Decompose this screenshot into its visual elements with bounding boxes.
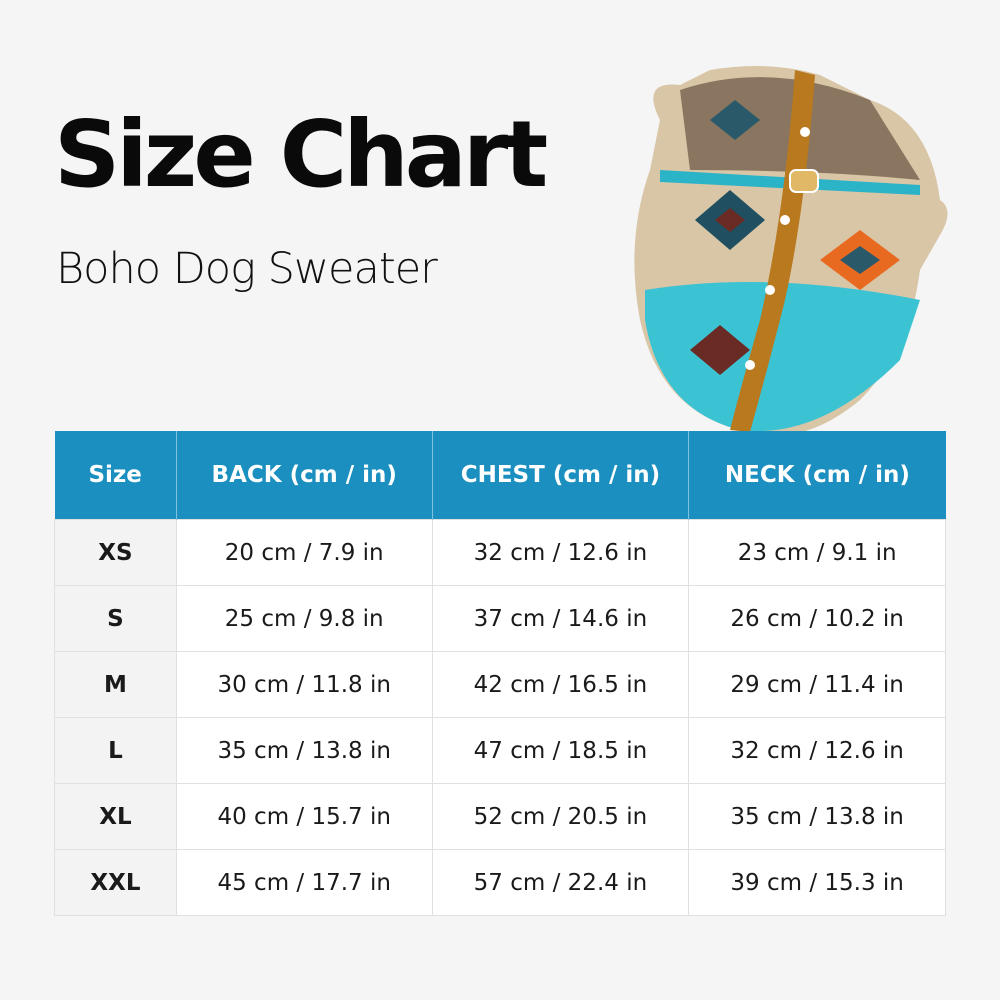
cell-neck: 39 cm / 15.3 in: [688, 849, 946, 916]
size-table: Size BACK (cm / in) CHEST (cm / in) NECK…: [54, 431, 946, 916]
cell-chest: 57 cm / 22.4 in: [431, 849, 690, 916]
cell-neck: 29 cm / 11.4 in: [688, 651, 946, 718]
table-row: S 25 cm / 9.8 in 37 cm / 14.6 in 26 cm / 10…: [54, 585, 946, 652]
column-header-size: Size: [54, 431, 177, 520]
cell-size: M: [54, 651, 177, 718]
cell-size: S: [54, 585, 177, 652]
cell-neck: 26 cm / 10.2 in: [688, 585, 946, 652]
cell-neck: 23 cm / 9.1 in: [688, 519, 946, 586]
table-row: L 35 cm / 13.8 in 47 cm / 18.5 in 32 cm / 1…: [54, 717, 946, 784]
cell-chest: 32 cm / 12.6 in: [431, 519, 690, 586]
cell-back: 45 cm / 17.7 in: [175, 849, 433, 916]
page-subtitle: Boho Dog Sweater: [56, 244, 438, 294]
page-title: Size Chart: [54, 101, 548, 208]
column-header-back: BACK (cm / in): [176, 431, 433, 520]
table-row: XL 40 cm / 15.7 in 52 cm / 20.5 in 35 cm / …: [54, 783, 946, 850]
dog-sweater-image: [634, 66, 948, 436]
cell-back: 20 cm / 7.9 in: [175, 519, 433, 586]
cell-back: 30 cm / 11.8 in: [175, 651, 433, 718]
column-header-chest: CHEST (cm / in): [432, 431, 690, 520]
table-header-row: Size BACK (cm / in) CHEST (cm / in) NECK…: [54, 431, 946, 520]
cell-chest: 47 cm / 18.5 in: [431, 717, 690, 784]
cell-back: 25 cm / 9.8 in: [175, 585, 433, 652]
table-row: XXL 45 cm / 17.7 in 57 cm / 22.4 in 39 cm /…: [54, 849, 946, 916]
table-row: XS 20 cm / 7.9 in 32 cm / 12.6 in 23 cm / 9…: [54, 519, 946, 586]
column-header-neck: NECK (cm / in): [688, 431, 946, 520]
cell-back: 35 cm / 13.8 in: [175, 717, 433, 784]
cell-neck: 35 cm / 13.8 in: [688, 783, 946, 850]
cell-chest: 37 cm / 14.6 in: [431, 585, 690, 652]
cell-chest: 42 cm / 16.5 in: [431, 651, 690, 718]
cell-neck: 32 cm / 12.6 in: [688, 717, 946, 784]
cell-back: 40 cm / 15.7 in: [175, 783, 433, 850]
table-row: M 30 cm / 11.8 in 42 cm / 16.5 in 29 cm / 1…: [54, 651, 946, 718]
cell-size: L: [54, 717, 177, 784]
cell-chest: 52 cm / 20.5 in: [431, 783, 690, 850]
cell-size: XS: [54, 519, 177, 586]
cell-size: XL: [54, 783, 177, 850]
cell-size: XXL: [54, 849, 177, 916]
